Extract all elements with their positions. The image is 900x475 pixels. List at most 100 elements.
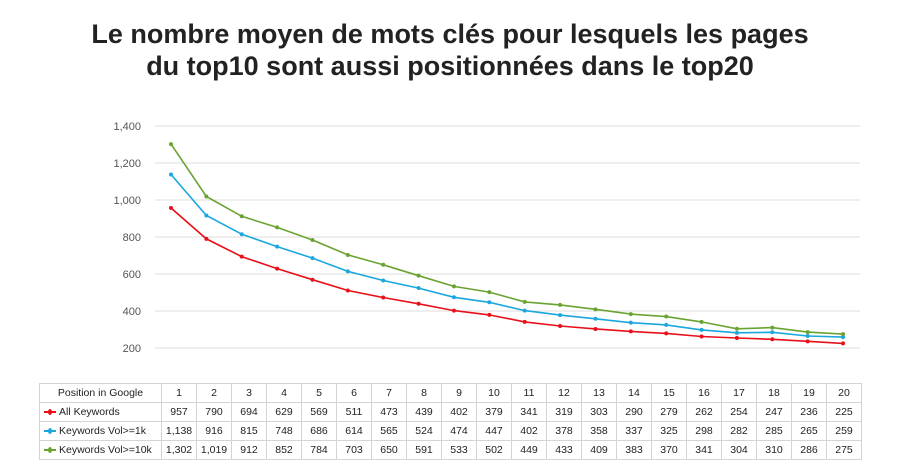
column-header: 7: [371, 383, 407, 403]
data-point: [204, 194, 209, 199]
data-point: [805, 339, 810, 344]
legend-label: Keywords Vol>=10k: [59, 444, 152, 456]
table-cell: 439: [406, 402, 442, 422]
chart-title: Le nombre moyen de mots clés pour lesque…: [0, 18, 900, 82]
data-point: [770, 330, 775, 335]
data-point: [345, 269, 350, 274]
y-tick-label: 1,400: [113, 121, 141, 133]
y-tick-label: 1,200: [113, 158, 141, 170]
data-point: [239, 232, 244, 237]
data-point: [558, 302, 563, 307]
data-point: [805, 330, 810, 335]
series-all-keywords: [169, 205, 846, 346]
data-point: [310, 237, 315, 242]
y-tick-label: 200: [123, 343, 141, 355]
data-point: [841, 335, 846, 340]
column-header: 13: [581, 383, 617, 403]
table-cell: 383: [616, 440, 652, 460]
data-point: [522, 299, 527, 304]
table-row: Keywords Vol>=10k 1,302 1,019 912 852 784 703 6…: [39, 440, 862, 460]
data-point: [416, 301, 421, 306]
data-point: [628, 320, 633, 325]
table-cell: 1,019: [196, 440, 232, 460]
table-cell: 247: [756, 402, 792, 422]
data-point: [169, 142, 173, 147]
data-point: [841, 341, 846, 346]
table-cell: 473: [371, 402, 407, 422]
y-tick-label: 800: [123, 232, 141, 244]
table-cell: 325: [651, 421, 687, 441]
legend-swatch: [44, 409, 56, 416]
data-point: [239, 214, 244, 219]
table-row: All Keywords 957 790 694 629 569 511 473 439 402 3…: [39, 402, 862, 422]
table-cell: 511: [336, 402, 372, 422]
data-table: Position in Google 1 2 3 4 5 6 7 8 9 10 11 12 13 14 15 1…: [39, 383, 862, 460]
data-point: [770, 337, 775, 342]
table-cell: 524: [406, 421, 442, 441]
table-cell: 402: [511, 421, 547, 441]
table-cell: 449: [511, 440, 547, 460]
data-point: [169, 205, 173, 210]
table-cell: 402: [441, 402, 477, 422]
column-header: 8: [406, 383, 442, 403]
table-cell: 474: [441, 421, 477, 441]
table-cell: 341: [511, 402, 547, 422]
legend-label: All Keywords: [59, 406, 120, 418]
data-point: [522, 319, 527, 324]
column-header: 6: [336, 383, 372, 403]
table-cell: 433: [546, 440, 582, 460]
data-point: [558, 323, 563, 328]
table-cell: 748: [266, 421, 302, 441]
table-cell: 225: [826, 402, 862, 422]
column-header: 3: [231, 383, 267, 403]
table-cell: 337: [616, 421, 652, 441]
data-point: [805, 333, 810, 338]
y-axis-ticks: 200 400 600 800 1,000 1,200 1,400: [113, 121, 141, 355]
table-cell: 815: [231, 421, 267, 441]
table-cell: 341: [686, 440, 722, 460]
table-cell: 370: [651, 440, 687, 460]
table-cell: 591: [406, 440, 442, 460]
column-header: 17: [721, 383, 757, 403]
table-corner-header: Position in Google: [39, 383, 162, 403]
column-header: 9: [441, 383, 477, 403]
data-point: [770, 325, 775, 330]
table-cell: 629: [266, 402, 302, 422]
data-point: [345, 252, 350, 257]
column-header: 14: [616, 383, 652, 403]
chart-title-line2: du top10 sont aussi positionnées dans le…: [146, 51, 754, 81]
table-cell: 533: [441, 440, 477, 460]
table-cell: 565: [371, 421, 407, 441]
legend-swatch: [44, 428, 56, 435]
data-point: [487, 290, 492, 295]
series-lines: [169, 142, 846, 346]
column-header: 19: [791, 383, 827, 403]
data-point: [664, 314, 669, 319]
series-line: [170, 173, 844, 338]
data-point: [275, 266, 280, 271]
table-cell: 319: [546, 402, 582, 422]
data-point: [593, 307, 598, 312]
data-point: [451, 295, 456, 300]
column-header: 11: [511, 383, 547, 403]
table-cell: 790: [196, 402, 232, 422]
data-point: [664, 331, 669, 336]
table-cell: 379: [476, 402, 512, 422]
series-line: [170, 143, 844, 335]
data-point: [310, 256, 315, 261]
column-header: 16: [686, 383, 722, 403]
data-point: [734, 330, 739, 335]
y-tick-label: 600: [123, 269, 141, 281]
chart-title-line1: Le nombre moyen de mots clés pour lesque…: [91, 19, 809, 49]
table-cell: 282: [721, 421, 757, 441]
data-point: [416, 286, 421, 291]
table-cell: 236: [791, 402, 827, 422]
column-header: 20: [826, 383, 862, 403]
table-cell: 614: [336, 421, 372, 441]
table-row: Keywords Vol>=1k 1,138 916 815 748 686 614 565 5…: [39, 421, 862, 441]
data-point: [699, 327, 704, 332]
table-cell: 378: [546, 421, 582, 441]
data-point: [487, 300, 492, 305]
table-cell: 310: [756, 440, 792, 460]
legend-entry: Keywords Vol>=1k: [39, 421, 162, 441]
